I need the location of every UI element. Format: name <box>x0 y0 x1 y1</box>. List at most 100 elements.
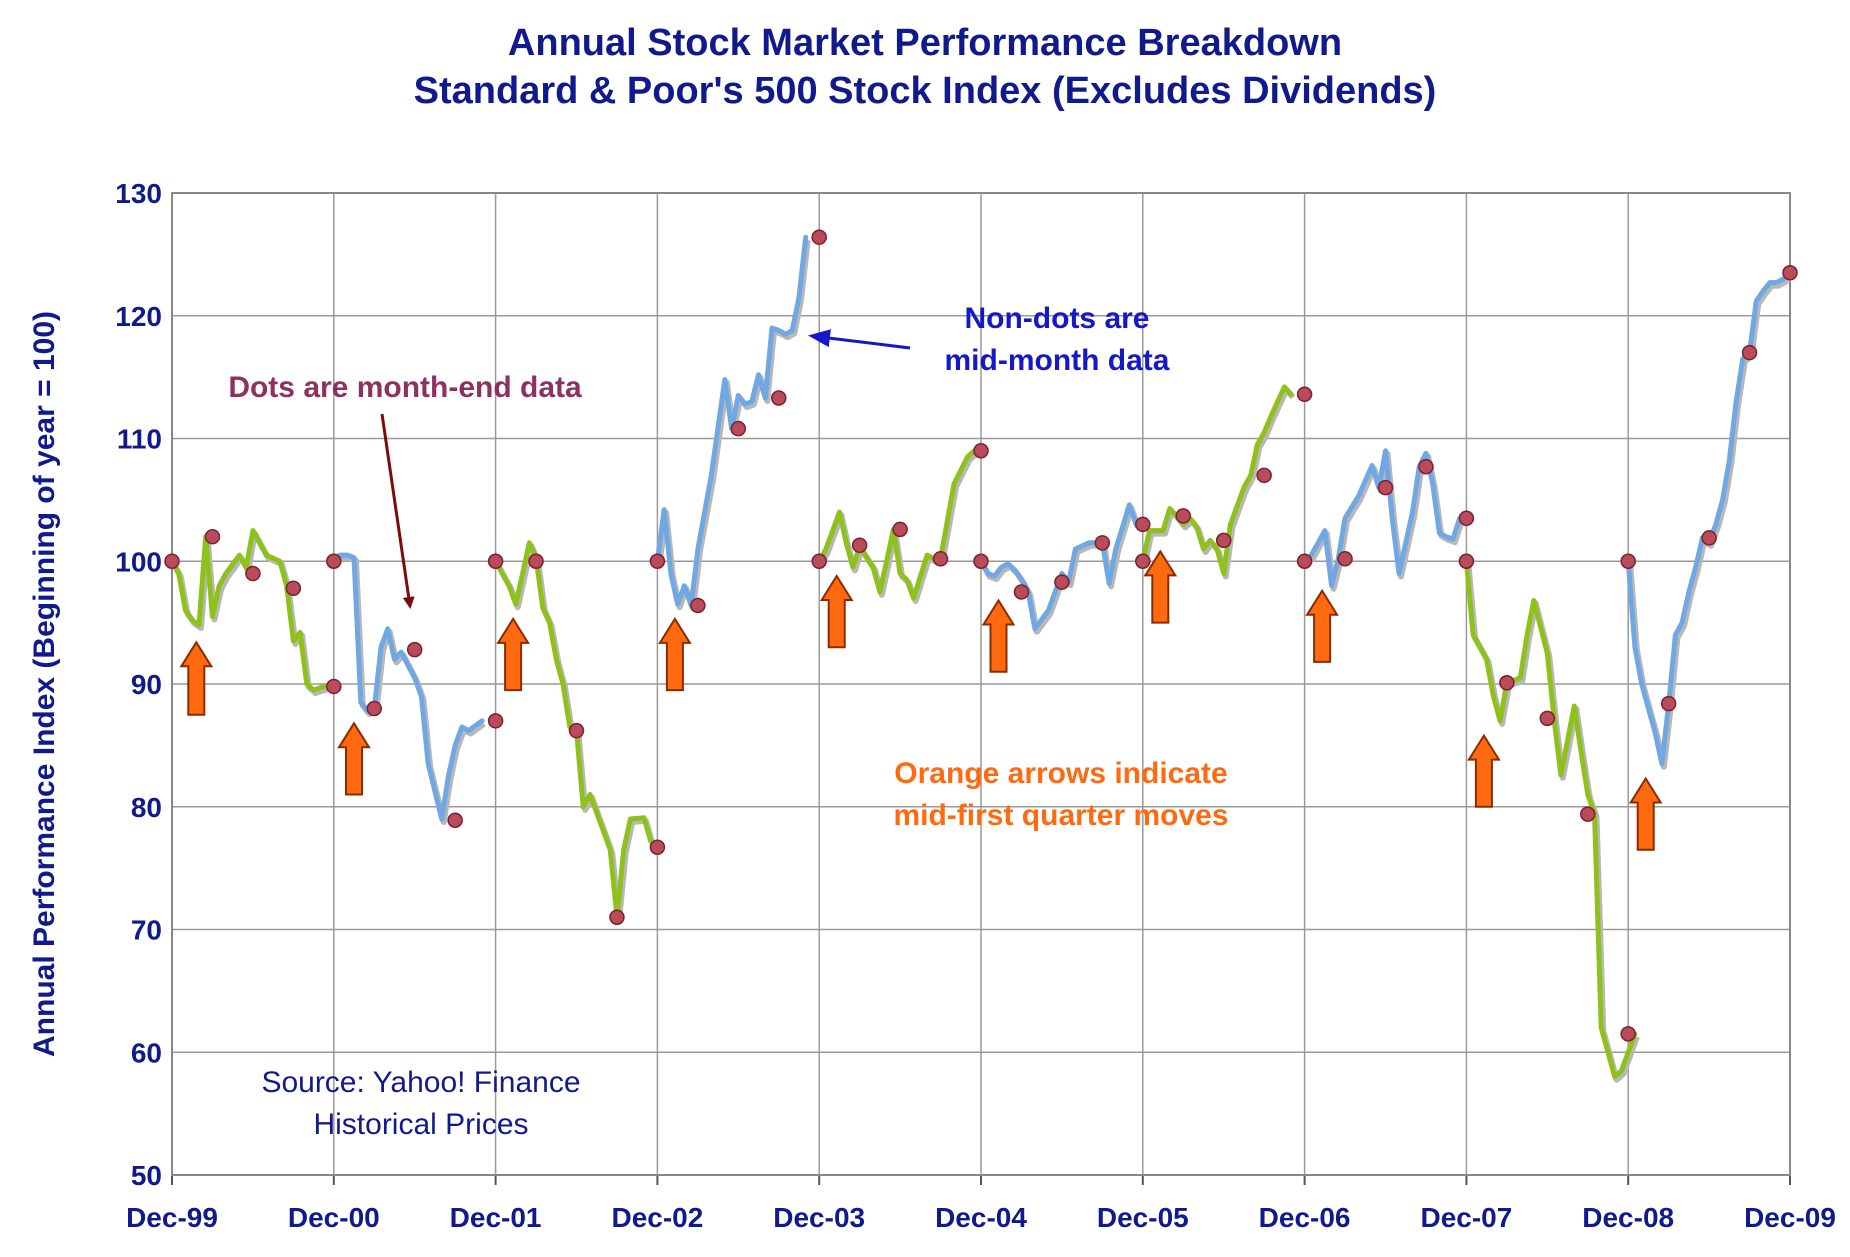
y-tick-label: 80 <box>131 792 162 823</box>
month-end-dot <box>326 553 342 569</box>
y-tick-label: 60 <box>131 1037 162 1068</box>
orange-up-arrow <box>179 640 214 716</box>
month-end-dot <box>204 528 221 545</box>
orange-up-arrow <box>1143 549 1178 624</box>
month-end-dot <box>1135 553 1151 569</box>
series-line-2009 <box>1625 270 1793 767</box>
chart-title: Annual Stock Market Performance Breakdow… <box>508 22 1342 64</box>
month-end-dot <box>811 229 827 245</box>
series-shadow-2005 <box>980 504 1141 635</box>
x-tick-label: Dec-99 <box>126 1202 218 1233</box>
y-tick-label: 120 <box>115 301 162 332</box>
dots-annotation: Dots are month-end data <box>228 371 582 404</box>
orange-up-arrow <box>658 617 692 692</box>
orange-up-arrow <box>819 574 854 649</box>
month-end-dot <box>690 597 706 614</box>
month-end-dot <box>326 678 342 695</box>
x-tick-label: Dec-09 <box>1744 1202 1836 1233</box>
x-tick-label: Dec-01 <box>450 1202 542 1233</box>
month-end-dot <box>649 553 666 569</box>
y-axis-ticks: 50 60 70 80 90 100 110 120 130 <box>115 178 162 1191</box>
month-end-dots <box>164 229 1798 1042</box>
month-end-dot <box>1135 516 1151 533</box>
month-end-dot <box>1296 553 1313 569</box>
y-axis-label: Annual Performance Index (Beginning of y… <box>28 311 61 1057</box>
month-end-dot <box>851 537 868 554</box>
arrows-annotation-line2: mid-first quarter moves <box>893 799 1228 832</box>
series-line-2000 <box>169 528 337 693</box>
month-end-dot <box>447 812 463 829</box>
month-end-dot <box>1094 535 1111 551</box>
month-end-dot <box>406 641 423 658</box>
y-tick-label: 50 <box>131 1160 162 1191</box>
nondots-annotation-arrow <box>808 329 911 350</box>
month-end-dot <box>1175 508 1191 524</box>
month-end-dot <box>1377 479 1394 496</box>
orange-arrows <box>179 549 1663 851</box>
month-end-dot <box>1620 553 1636 569</box>
x-tick-label: Dec-04 <box>935 1202 1027 1233</box>
month-end-dot <box>1337 551 1353 567</box>
month-end-dot <box>1660 695 1677 712</box>
month-end-dot <box>1256 467 1272 484</box>
month-end-dot <box>973 553 989 569</box>
month-end-dot <box>1215 532 1232 549</box>
y-tick-label: 70 <box>131 915 162 946</box>
month-end-dot <box>730 420 747 437</box>
x-tick-label: Dec-02 <box>611 1202 703 1233</box>
nondots-annotation-line2: mid-month data <box>945 344 1170 377</box>
series-line-2008 <box>1463 558 1638 1080</box>
month-end-dot <box>1539 710 1556 727</box>
plot-area <box>171 192 1791 1176</box>
month-end-dot <box>892 521 908 538</box>
month-end-dot <box>366 700 382 717</box>
month-end-dot <box>1296 386 1313 403</box>
series-line-2005 <box>978 502 1139 632</box>
x-axis-ticks: Dec-99 Dec-00 Dec-01 Dec-02 Dec-03 Dec-04 Dec-… <box>126 1202 1836 1233</box>
x-tick-label: Dec-06 <box>1259 1202 1351 1233</box>
x-tick-label: Dec-05 <box>1097 1202 1189 1233</box>
series-line-2007 <box>1302 448 1463 589</box>
dots-annotation-arrow <box>380 413 415 609</box>
month-end-dot <box>771 390 787 406</box>
month-end-dot <box>528 553 544 569</box>
orange-up-arrow <box>337 721 371 796</box>
month-end-dot <box>1418 458 1434 475</box>
series-shadow-2008 <box>1465 564 1640 1083</box>
month-end-dot <box>1499 675 1515 691</box>
x-tick-label: Dec-08 <box>1582 1202 1674 1233</box>
month-end-dot <box>568 722 585 739</box>
series-line-2003 <box>654 234 809 608</box>
month-end-dot <box>487 713 504 729</box>
month-end-dot <box>1458 510 1475 527</box>
source-line2: Historical Prices <box>313 1108 528 1141</box>
month-end-dot <box>285 580 302 597</box>
series-line-2001 <box>331 552 485 822</box>
chart-subtitle: Standard & Poor's 500 Stock Index (Exclu… <box>414 70 1437 112</box>
month-end-dot <box>245 565 261 582</box>
month-end-dot <box>1458 553 1475 569</box>
x-tick-label: Dec-07 <box>1420 1202 1512 1233</box>
grid <box>171 192 1791 1185</box>
y-tick-label: 90 <box>131 669 162 700</box>
month-end-dot <box>1620 1026 1636 1042</box>
month-end-dot <box>649 839 666 856</box>
series-shadow-2009 <box>1627 273 1795 770</box>
month-end-dot <box>973 443 989 459</box>
orange-up-arrow <box>1305 588 1339 663</box>
orange-up-arrow <box>496 617 530 692</box>
month-end-dot <box>487 553 504 569</box>
month-end-dot <box>1013 584 1030 600</box>
x-tick-label: Dec-03 <box>773 1202 865 1233</box>
orange-up-arrow <box>1467 733 1501 808</box>
month-end-dot <box>1701 530 1717 546</box>
series-line-2006 <box>1140 384 1294 576</box>
month-end-dot <box>932 551 949 567</box>
arrows-annotation-line1: Orange arrows indicate <box>894 757 1227 790</box>
orange-up-arrow <box>981 598 1016 673</box>
source-line1: Source: Yahoo! Finance <box>261 1066 580 1099</box>
month-end-dot <box>1741 344 1758 361</box>
x-tick-label: Dec-00 <box>288 1202 380 1233</box>
month-end-dot <box>811 553 827 569</box>
